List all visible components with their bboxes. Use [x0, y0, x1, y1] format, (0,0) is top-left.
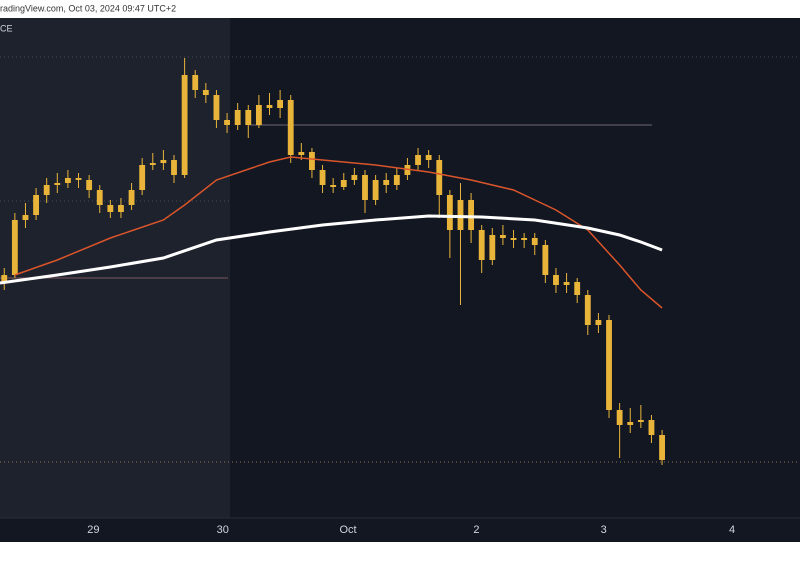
candle-body — [33, 195, 39, 215]
candle-body — [86, 180, 93, 190]
symbol-text: CE — [0, 23, 13, 33]
candle-body — [54, 183, 61, 185]
candle-body — [627, 422, 634, 425]
candle-body — [393, 175, 400, 185]
moving-average — [0, 214, 663, 285]
candle-body — [213, 95, 220, 120]
candle-body — [266, 105, 273, 108]
candle-body — [595, 320, 602, 325]
candle-body — [43, 185, 50, 195]
candle-body — [553, 275, 559, 285]
candle-body — [531, 238, 538, 245]
x-tick-label: 29 — [87, 524, 99, 536]
candle-body — [659, 435, 665, 460]
candle-body — [404, 165, 411, 175]
candle-body — [436, 160, 443, 195]
candle-body — [319, 170, 326, 185]
candle-body — [139, 165, 146, 190]
candle-body — [584, 295, 591, 325]
x-tick-label: 4 — [729, 524, 735, 536]
candle-body — [202, 90, 209, 95]
candle-body — [181, 75, 188, 175]
candle-body — [149, 163, 156, 165]
x-tick-label: Oct — [339, 524, 356, 536]
candle-body — [500, 235, 506, 238]
candle-body — [574, 282, 581, 295]
highlight-region — [0, 18, 230, 518]
candle-body — [298, 152, 305, 155]
candle-body — [478, 230, 485, 260]
candle-body — [224, 120, 230, 125]
x-tick-label: 3 — [601, 524, 607, 536]
candle-body — [563, 282, 570, 285]
x-axis-band — [0, 518, 800, 542]
candle-body — [648, 420, 655, 435]
candle-body — [64, 178, 71, 183]
candle-body — [415, 155, 421, 165]
candle-body — [128, 190, 135, 205]
candle-body — [489, 235, 496, 260]
candle-body — [446, 195, 453, 230]
candle-body — [510, 238, 517, 240]
candle-body — [234, 110, 241, 125]
candle-body — [457, 200, 464, 230]
candle-body — [330, 185, 337, 187]
candle-body — [96, 190, 103, 205]
x-tick-label: 2 — [473, 524, 479, 536]
candle-body — [192, 75, 199, 90]
candle-body — [277, 100, 284, 108]
candle-body — [107, 205, 114, 212]
candle-body — [340, 180, 347, 187]
candle-body — [425, 155, 432, 160]
candle-body — [22, 215, 29, 220]
candle-body — [160, 160, 167, 163]
candle-body — [245, 110, 252, 125]
x-tick-label: 30 — [217, 524, 229, 536]
candle-body — [1, 275, 8, 283]
moving-average — [14, 156, 663, 309]
candle-body — [171, 160, 177, 175]
candle-body — [351, 175, 358, 180]
candle-body — [255, 105, 262, 125]
candle-body — [616, 410, 623, 425]
candle-body — [309, 152, 315, 170]
candle-body — [521, 238, 528, 240]
candle-body — [287, 100, 294, 155]
candle-body — [637, 420, 644, 422]
candle-body — [468, 200, 475, 230]
candle-body — [75, 178, 82, 180]
candle-body — [606, 320, 612, 410]
candle-body — [542, 245, 549, 275]
candle-body — [11, 220, 18, 275]
candle-body — [383, 180, 390, 185]
candle-body — [372, 180, 379, 200]
candle-body — [118, 205, 124, 212]
source-text: radingView.com, Oct 03, 2024 09:47 UTC+2 — [0, 3, 176, 13]
candle-body — [362, 175, 368, 200]
